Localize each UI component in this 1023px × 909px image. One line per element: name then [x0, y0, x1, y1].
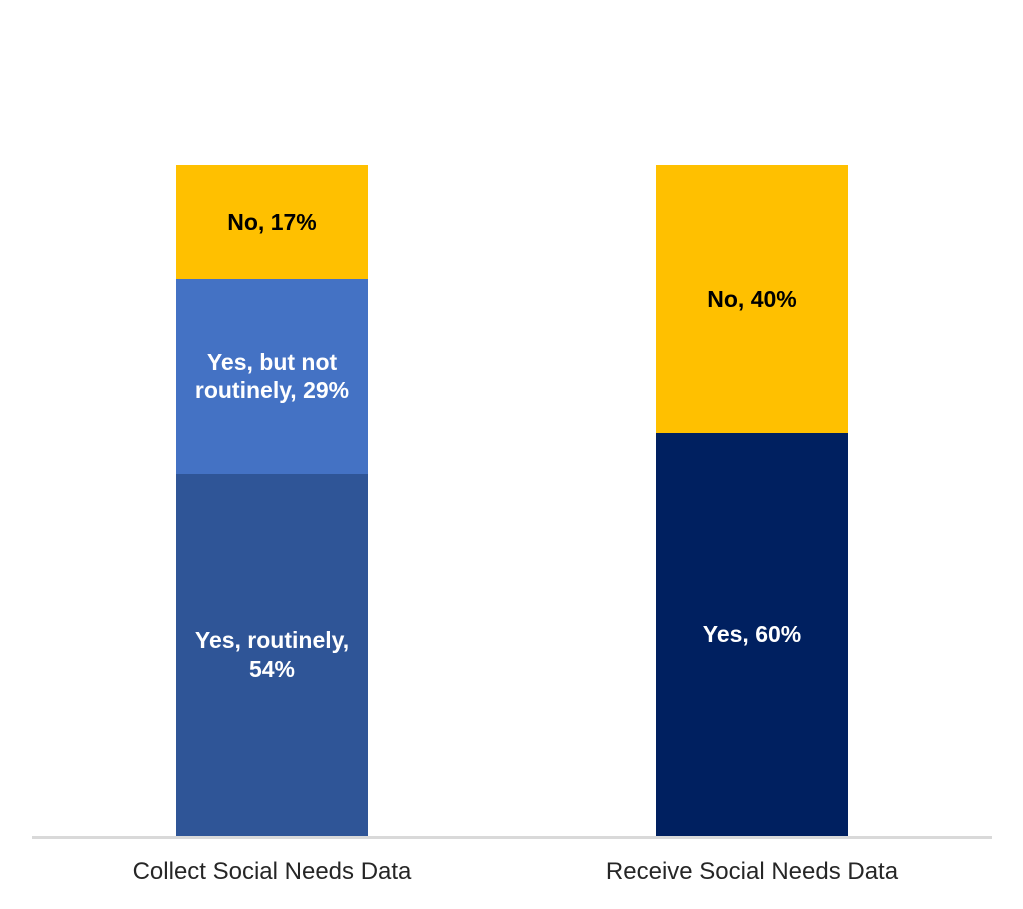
- bar-0-collect-social-needs-data: No, 17% Yes, but not routinely, 29% Yes, r…: [176, 165, 368, 836]
- bar-1-receive-social-needs-data: No, 40% Yes, 60%: [656, 165, 848, 836]
- category-label-collect: Collect Social Needs Data: [132, 858, 412, 885]
- segment-data-label: Yes, routinely, 54%: [194, 627, 350, 682]
- segment-data-label: No, 17%: [227, 208, 317, 235]
- plot-area: No, 17% Yes, but not routinely, 29% Yes, r…: [32, 0, 992, 909]
- x-axis-line: [32, 836, 992, 839]
- bar-segment-yes-routinely: Yes, routinely, 54%: [176, 473, 368, 836]
- segment-data-label: No, 40%: [707, 285, 797, 312]
- category-label-receive: Receive Social Needs Data: [605, 858, 899, 885]
- bar-segment-no: No, 17%: [176, 165, 368, 280]
- bar-segment-yes: Yes, 60%: [656, 433, 848, 836]
- bar-segment-no: No, 40%: [656, 165, 848, 434]
- segment-data-label: Yes, 60%: [702, 621, 802, 648]
- segment-data-label: Yes, but not routinely, 29%: [194, 348, 350, 404]
- bar-segment-yes-but-not-routinely: Yes, but not routinely, 29%: [176, 279, 368, 474]
